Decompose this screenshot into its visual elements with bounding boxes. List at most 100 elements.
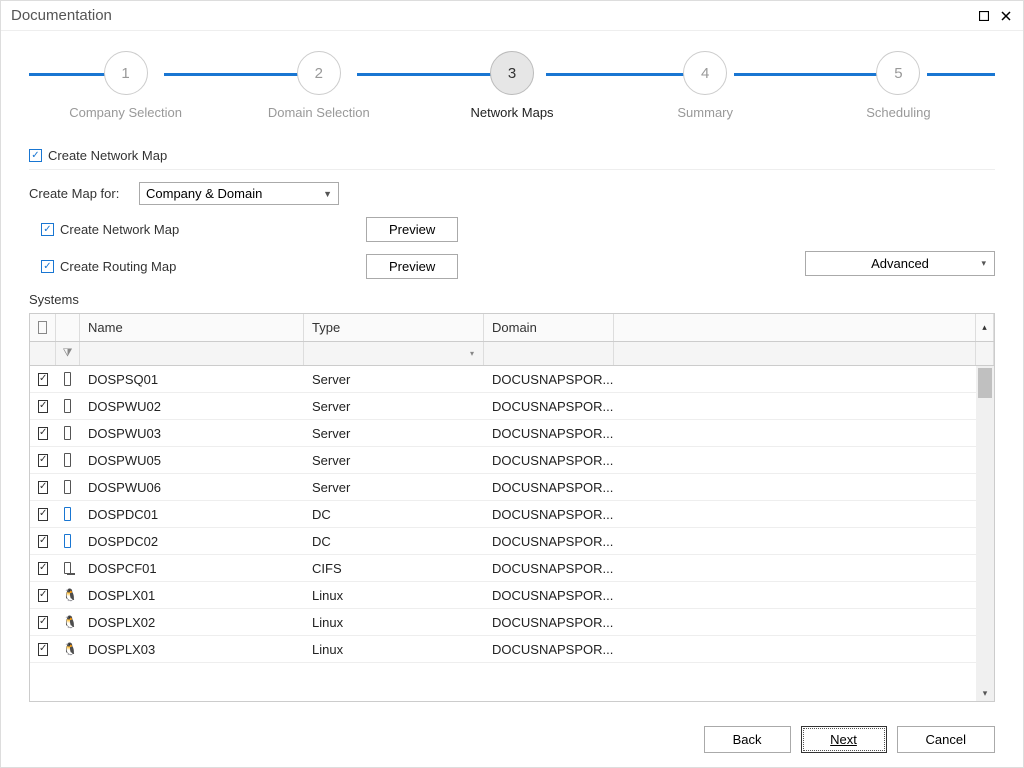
server-icon [64,372,71,386]
row-checkbox[interactable] [38,589,48,602]
row-checkbox[interactable] [38,427,48,440]
row-name: DOSPWU03 [80,423,304,444]
systems-grid: Name Type Domain ▴ ⧩ ▾ DOSPSQ01ServerDO [29,313,995,702]
step-5[interactable]: 5Scheduling [802,51,995,120]
server-icon [64,399,71,413]
step-2[interactable]: 2Domain Selection [222,51,415,120]
step-1[interactable]: 1Company Selection [29,51,222,120]
row-type: Linux [304,612,484,633]
table-row[interactable]: 🐧DOSPLX03LinuxDOCUSNAPSPOR... [30,636,994,663]
table-row[interactable]: 🐧DOSPLX02LinuxDOCUSNAPSPOR... [30,609,994,636]
table-row[interactable]: DOSPDC01DCDOCUSNAPSPOR... [30,501,994,528]
row-check-cell[interactable] [30,505,56,524]
row-name: DOSPWU06 [80,477,304,498]
table-row[interactable]: DOSPWU02ServerDOCUSNAPSPOR... [30,393,994,420]
header-name[interactable]: Name [80,314,304,341]
row-checkbox[interactable] [38,508,48,521]
wizard-stepper: 1Company Selection2Domain Selection3Netw… [29,51,995,120]
header-domain[interactable]: Domain [484,314,614,341]
advanced-row: Advanced ▾ [29,251,995,276]
table-row[interactable]: DOSPWU06ServerDOCUSNAPSPOR... [30,474,994,501]
row-check-cell[interactable] [30,424,56,443]
grid-body[interactable]: DOSPSQ01ServerDOCUSNAPSPOR...DOSPWU02Ser… [30,366,994,701]
row-domain: DOCUSNAPSPOR... [484,558,614,579]
row-check-cell[interactable] [30,370,56,389]
row-icon-cell [56,559,80,577]
row-check-cell[interactable] [30,451,56,470]
row-domain: DOCUSNAPSPOR... [484,450,614,471]
row-check-cell[interactable] [30,640,56,659]
scroll-down-arrow[interactable]: ▾ [976,685,994,701]
row-check-cell[interactable] [30,478,56,497]
row-type: CIFS [304,558,484,579]
row-check-cell[interactable] [30,532,56,551]
create-map-for-row: Create Map for: Company & Domain ▼ [29,182,995,205]
table-row[interactable]: DOSPCF01CIFSDOCUSNAPSPOR... [30,555,994,582]
filter-icon-cell[interactable]: ⧩ [56,342,80,365]
maximize-icon[interactable] [977,9,991,23]
step-connector [164,73,319,76]
row-checkbox[interactable] [38,373,48,386]
row-type: DC [304,531,484,552]
header-checkbox-cell[interactable] [30,314,56,341]
row-checkbox[interactable] [38,400,48,413]
advanced-select[interactable]: Advanced ▾ [805,251,995,276]
step-circle: 5 [876,51,920,95]
row-check-cell[interactable] [30,586,56,605]
row-checkbox[interactable] [38,481,48,494]
create-map-for-value: Company & Domain [146,186,262,201]
select-all-checkbox[interactable] [38,321,47,334]
step-connector [546,73,696,76]
linux-icon: 🐧 [64,642,76,656]
row-check-cell[interactable] [30,613,56,632]
table-row[interactable]: DOSPWU03ServerDOCUSNAPSPOR... [30,420,994,447]
table-row[interactable]: DOSPWU05ServerDOCUSNAPSPOR... [30,447,994,474]
row-checkbox[interactable] [38,643,48,656]
row-checkbox[interactable] [38,616,48,629]
cancel-button[interactable]: Cancel [897,726,995,753]
filter-domain-input[interactable] [484,342,614,365]
scrollbar-track[interactable]: ▾ [976,366,994,701]
scroll-up-arrow[interactable]: ▴ [976,314,994,341]
filter-name-input[interactable] [80,342,304,365]
table-row[interactable]: DOSPSQ01ServerDOCUSNAPSPOR... [30,366,994,393]
step-label: Domain Selection [268,105,370,120]
table-row[interactable]: DOSPDC02DCDOCUSNAPSPOR... [30,528,994,555]
row-icon-cell [56,531,80,551]
header-type[interactable]: Type [304,314,484,341]
create-map-for-select[interactable]: Company & Domain ▼ [139,182,339,205]
back-button[interactable]: Back [704,726,791,753]
step-connector [927,73,995,76]
row-check-cell[interactable] [30,559,56,578]
create-network-map-checkbox[interactable] [41,223,54,236]
row-checkbox[interactable] [38,454,48,467]
row-icon-cell [56,369,80,389]
chevron-down-icon: ▼ [323,189,332,199]
step-3[interactable]: 3Network Maps [415,51,608,120]
table-row[interactable]: 🐧DOSPLX01LinuxDOCUSNAPSPOR... [30,582,994,609]
create-network-map-row: Create Network Map Preview [41,217,995,242]
close-icon[interactable] [999,9,1013,23]
next-button[interactable]: Next [801,726,887,753]
row-check-cell[interactable] [30,397,56,416]
titlebar-controls [977,9,1013,23]
filter-empty [614,342,976,365]
step-4[interactable]: 4Summary [609,51,802,120]
row-icon-cell: 🐧 [56,585,80,605]
create-network-map-header-checkbox[interactable] [29,149,42,162]
filter-scroll-spacer [976,342,994,365]
cifs-icon [64,562,71,574]
scrollbar-thumb[interactable] [978,368,992,398]
row-checkbox[interactable] [38,535,48,548]
step-label: Summary [677,105,733,120]
header-icon-cell [56,314,80,341]
dc-icon [64,507,71,521]
filter-icon: ⧩ [63,347,73,360]
row-type: DC [304,504,484,525]
row-type: Server [304,423,484,444]
preview-network-map-button[interactable]: Preview [366,217,458,242]
row-checkbox[interactable] [38,562,48,575]
row-domain: DOCUSNAPSPOR... [484,639,614,660]
filter-type-select[interactable]: ▾ [304,342,484,365]
row-domain: DOCUSNAPSPOR... [484,504,614,525]
